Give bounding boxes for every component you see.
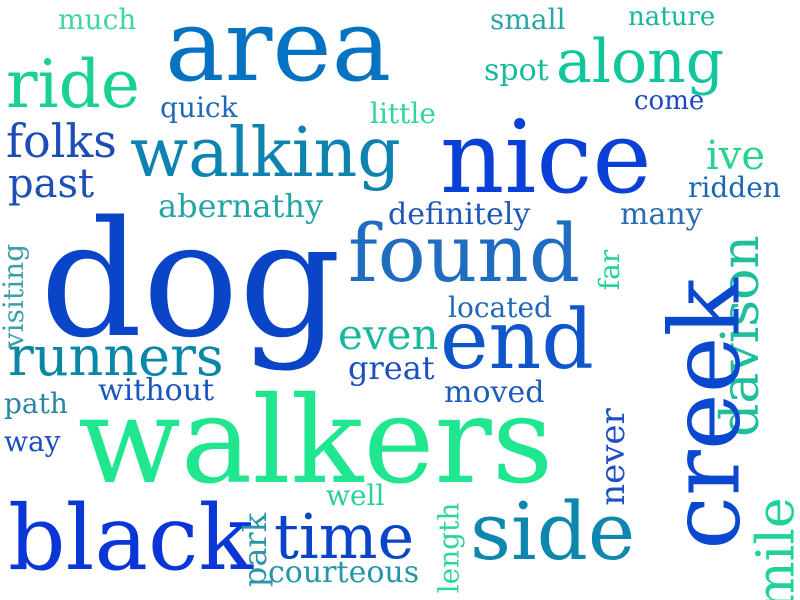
word: ive — [706, 133, 766, 179]
word: way — [4, 425, 61, 458]
word: found — [348, 207, 581, 300]
word: time — [274, 500, 415, 573]
word: nature — [628, 2, 716, 32]
word: path — [4, 387, 68, 420]
word: located — [448, 291, 552, 324]
word: nice — [440, 99, 652, 216]
word: definitely — [388, 197, 531, 232]
word: runners — [8, 325, 224, 388]
word: well — [326, 479, 385, 512]
word: little — [370, 97, 436, 130]
word: abernathy — [158, 187, 324, 225]
word: without — [98, 373, 215, 408]
word: much — [58, 3, 137, 36]
word: walkers — [78, 372, 554, 511]
word: end — [440, 293, 594, 388]
word: park — [236, 512, 275, 588]
word: courteous — [268, 555, 420, 590]
word: length — [432, 502, 466, 594]
word: great — [348, 349, 435, 387]
word: area — [165, 0, 392, 104]
word: past — [8, 161, 95, 207]
word: mile — [746, 497, 800, 600]
word: quick — [160, 91, 238, 124]
word: black — [8, 486, 253, 591]
word: dog — [40, 186, 342, 373]
word: creek — [649, 278, 762, 550]
word: even — [338, 310, 439, 359]
word: ride — [6, 46, 140, 123]
word: ridden — [688, 171, 781, 204]
word: come — [634, 86, 705, 116]
word: far — [593, 249, 627, 291]
word: spot — [484, 53, 549, 88]
word: many — [620, 197, 703, 232]
word: walking — [130, 114, 401, 193]
word: side — [470, 485, 636, 578]
word: small — [490, 3, 566, 36]
word: moved — [444, 375, 545, 410]
word: folks — [6, 114, 117, 168]
word: along — [556, 27, 725, 97]
